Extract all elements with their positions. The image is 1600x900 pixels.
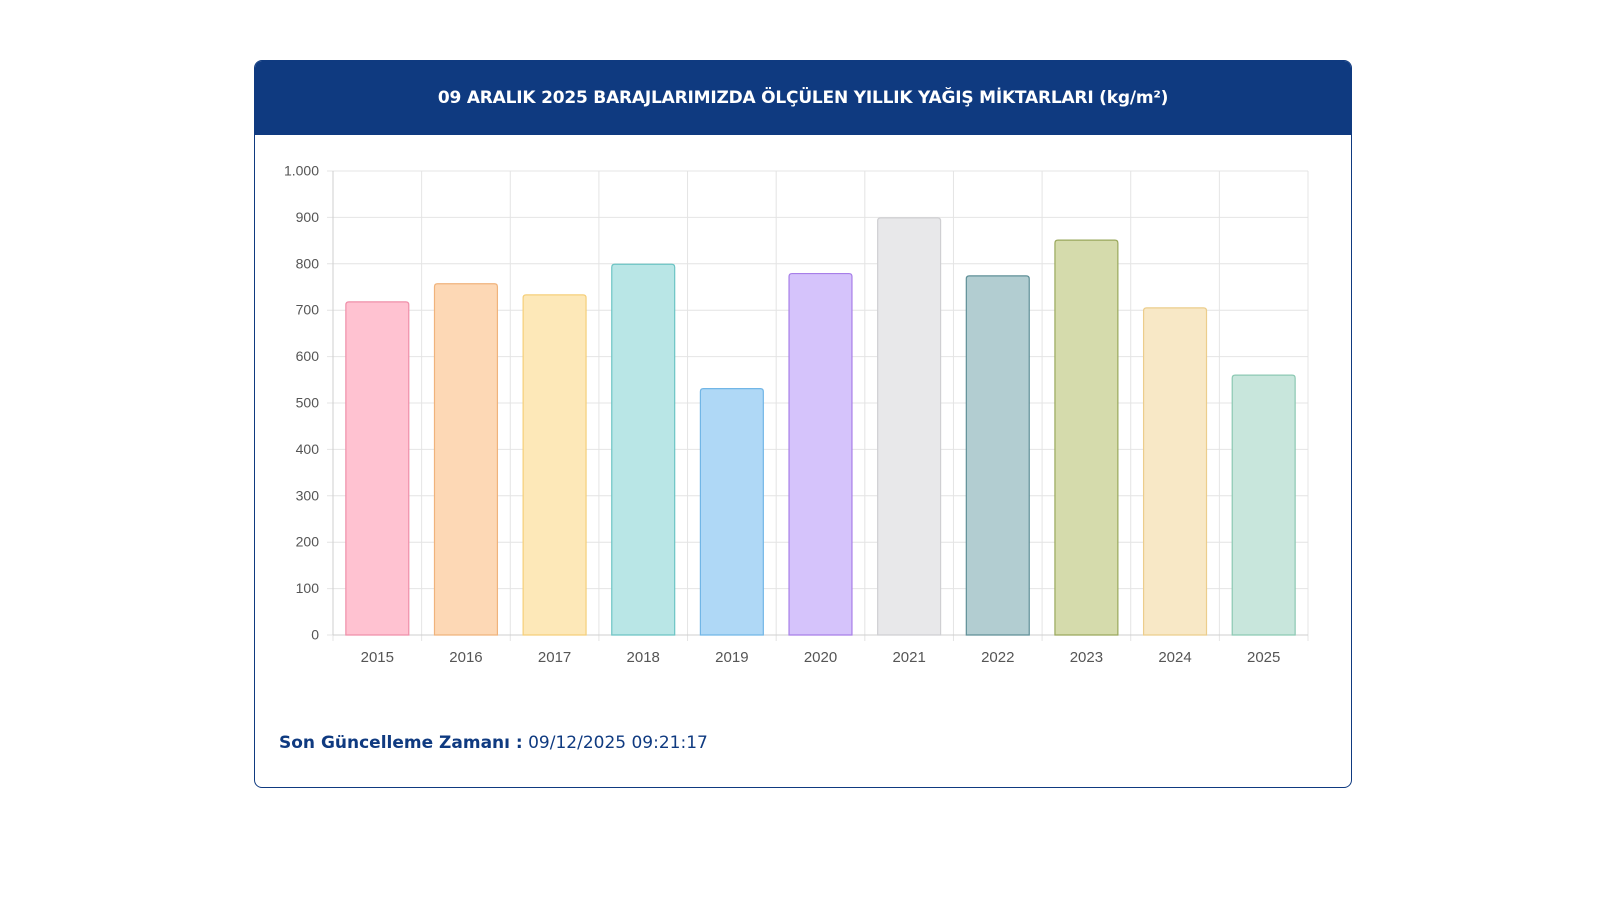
y-tick-label: 600 <box>296 348 320 364</box>
bar-2015 <box>345 301 410 636</box>
chart-area: 0 100 200 300 400 500 600 700 800 900 1.000 2015 201… <box>255 135 1351 695</box>
bar-2023 <box>1054 239 1119 636</box>
x-tick-label: 2019 <box>715 649 748 666</box>
x-tick-label: 2024 <box>1158 649 1191 666</box>
x-tick-label: 2016 <box>449 649 482 666</box>
y-tick-label: 400 <box>296 441 320 457</box>
y-tick-label: 500 <box>296 395 320 411</box>
last-update: Son Güncelleme Zamanı : 09/12/2025 09:21… <box>279 733 708 753</box>
x-tick-label: 2015 <box>361 649 394 666</box>
x-tick-label: 2022 <box>981 649 1014 666</box>
card-header: 09 ARALIK 2025 BARAJLARIMIZDA ÖLÇÜLEN YI… <box>255 61 1351 135</box>
y-tick-label: 700 <box>296 302 320 318</box>
bar-2017 <box>522 294 587 636</box>
bar-2020 <box>788 272 853 636</box>
x-tick-label: 2017 <box>538 649 571 666</box>
last-update-label: Son Güncelleme Zamanı : <box>279 733 523 753</box>
x-tick-label: 2025 <box>1247 649 1280 666</box>
bar-2018 <box>611 263 676 636</box>
y-tick-label: 800 <box>296 255 320 271</box>
x-tick-label: 2020 <box>804 649 837 666</box>
chart-title: 09 ARALIK 2025 BARAJLARIMIZDA ÖLÇÜLEN YI… <box>437 88 1169 108</box>
y-tick-label: 300 <box>296 487 320 503</box>
y-tick-label: 0 <box>311 627 319 643</box>
bar-2021 <box>877 217 942 636</box>
x-tick-label: 2018 <box>627 649 660 666</box>
bar-chart: 0 100 200 300 400 500 600 700 800 900 1.000 2015 201… <box>284 163 1309 666</box>
x-tick-label: 2021 <box>892 649 925 666</box>
chart-card: 09 ARALIK 2025 BARAJLARIMIZDA ÖLÇÜLEN YI… <box>254 60 1352 788</box>
bar-2019 <box>699 388 764 636</box>
bar-2016 <box>433 283 499 636</box>
bar-2024 <box>1142 307 1208 636</box>
y-tick-label: 1.000 <box>284 163 319 179</box>
y-tick-label: 100 <box>296 580 320 596</box>
bar-2025 <box>1231 374 1296 636</box>
y-tick-label: 900 <box>296 209 320 225</box>
x-tick-label: 2023 <box>1070 649 1103 666</box>
last-update-value: 09/12/2025 09:21:17 <box>528 733 708 753</box>
bar-2022 <box>965 275 1030 636</box>
y-tick-label: 200 <box>296 534 320 550</box>
